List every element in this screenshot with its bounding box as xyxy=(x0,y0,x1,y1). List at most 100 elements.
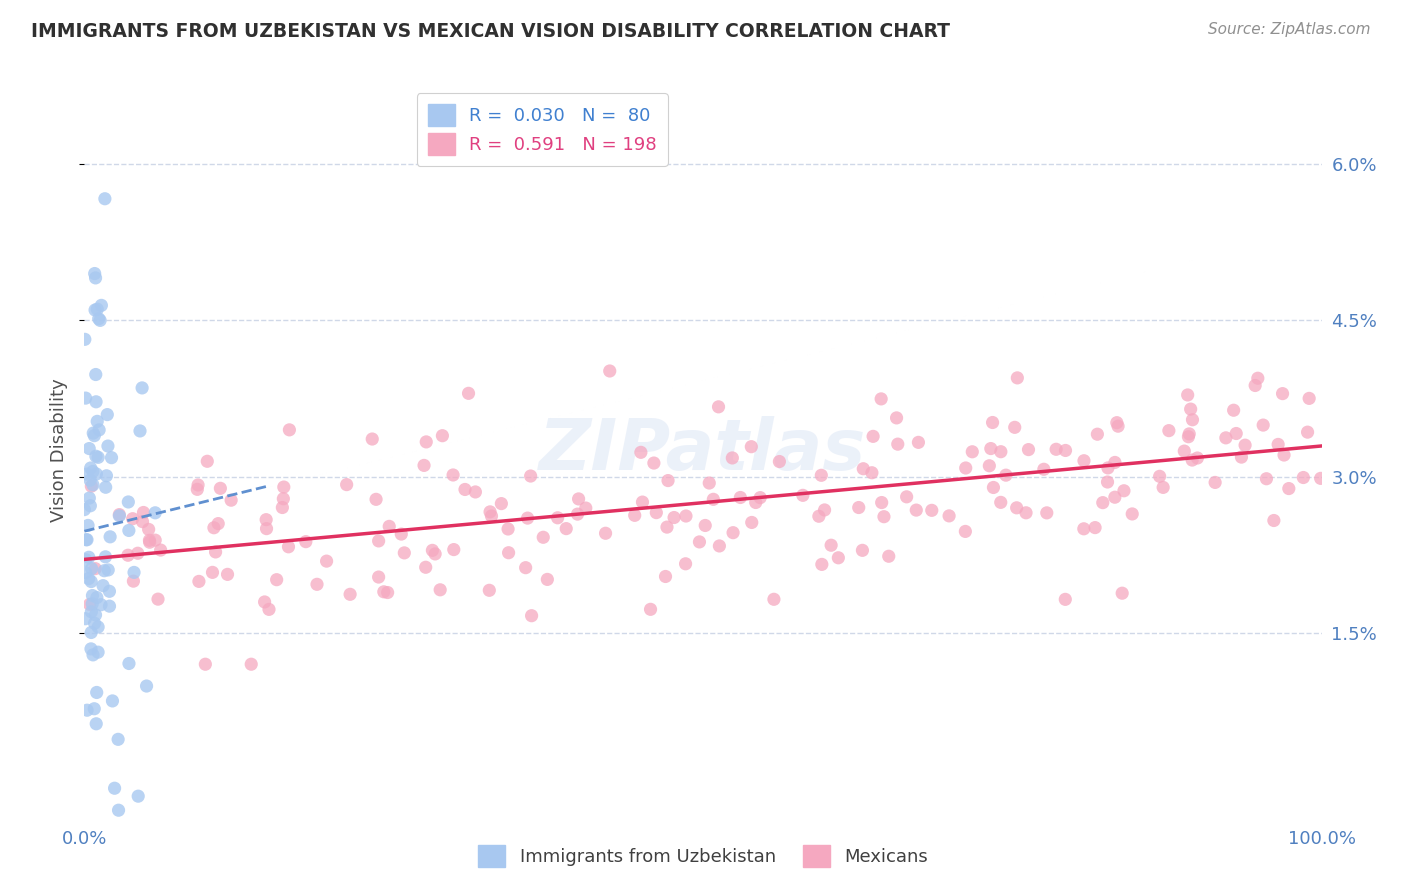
Point xyxy=(1278,482,1301,496)
Point xyxy=(516,511,538,525)
Point xyxy=(80,561,103,575)
Point xyxy=(730,491,752,505)
Point xyxy=(90,298,112,312)
Point xyxy=(1091,495,1114,509)
Point xyxy=(886,410,908,425)
Point xyxy=(768,454,790,468)
Point xyxy=(1111,586,1133,600)
Point xyxy=(361,432,384,446)
Point xyxy=(86,685,108,699)
Point xyxy=(94,192,117,206)
Point xyxy=(595,526,617,541)
Point xyxy=(87,620,110,634)
Point xyxy=(97,439,120,453)
Point xyxy=(129,424,152,438)
Point xyxy=(905,503,928,517)
Point xyxy=(364,492,387,507)
Point xyxy=(862,429,884,443)
Point xyxy=(87,423,110,437)
Point xyxy=(1149,469,1171,483)
Point xyxy=(1104,490,1126,504)
Point xyxy=(981,416,1004,430)
Point xyxy=(87,311,110,326)
Point xyxy=(77,550,100,565)
Point xyxy=(278,423,301,437)
Point xyxy=(792,488,814,502)
Point xyxy=(138,522,160,536)
Point xyxy=(810,468,832,483)
Point xyxy=(86,414,108,428)
Point xyxy=(98,599,121,614)
Point xyxy=(1177,430,1199,444)
Point xyxy=(79,499,101,513)
Point xyxy=(131,381,153,395)
Point xyxy=(1121,507,1143,521)
Point xyxy=(1054,443,1077,458)
Point xyxy=(599,364,621,378)
Point xyxy=(217,567,239,582)
Point xyxy=(96,408,118,422)
Point xyxy=(87,645,110,659)
Point xyxy=(481,508,503,523)
Point xyxy=(377,585,399,599)
Point xyxy=(938,508,960,523)
Point xyxy=(132,506,155,520)
Point xyxy=(378,519,401,533)
Point xyxy=(75,566,97,580)
Point xyxy=(848,500,870,515)
Point xyxy=(1292,470,1315,484)
Point xyxy=(143,533,166,548)
Point xyxy=(149,543,172,558)
Point xyxy=(93,564,115,578)
Point xyxy=(1296,425,1319,439)
Point xyxy=(82,589,104,603)
Point xyxy=(887,437,910,451)
Point xyxy=(1256,472,1278,486)
Point xyxy=(101,694,124,708)
Y-axis label: Vision Disability: Vision Disability xyxy=(49,378,67,523)
Point xyxy=(79,491,101,505)
Point xyxy=(1015,506,1038,520)
Point xyxy=(256,522,278,536)
Point xyxy=(108,508,131,522)
Point xyxy=(555,522,578,536)
Point xyxy=(367,533,389,548)
Point xyxy=(143,506,166,520)
Point xyxy=(536,573,558,587)
Point xyxy=(389,527,412,541)
Point xyxy=(84,607,107,622)
Point xyxy=(709,539,731,553)
Point xyxy=(94,480,117,494)
Point xyxy=(860,466,883,480)
Point xyxy=(76,533,98,547)
Point xyxy=(98,530,121,544)
Point xyxy=(336,477,359,491)
Point xyxy=(83,428,105,442)
Point xyxy=(1073,454,1095,468)
Point xyxy=(1084,520,1107,534)
Point xyxy=(266,573,288,587)
Point xyxy=(1187,450,1209,465)
Point xyxy=(662,510,685,524)
Point xyxy=(415,434,437,449)
Point xyxy=(146,592,169,607)
Point xyxy=(219,493,242,508)
Point xyxy=(1173,444,1195,458)
Point xyxy=(1054,592,1077,607)
Point xyxy=(1267,437,1289,451)
Point xyxy=(531,530,554,544)
Point xyxy=(194,657,217,672)
Point xyxy=(575,501,598,516)
Point xyxy=(655,520,678,534)
Point xyxy=(80,625,103,640)
Point xyxy=(721,525,744,540)
Point xyxy=(813,503,835,517)
Point xyxy=(135,679,157,693)
Point xyxy=(695,518,717,533)
Point xyxy=(127,789,149,804)
Point xyxy=(697,476,720,491)
Point xyxy=(979,458,1001,473)
Point xyxy=(295,534,318,549)
Point xyxy=(454,483,477,497)
Point xyxy=(122,566,145,580)
